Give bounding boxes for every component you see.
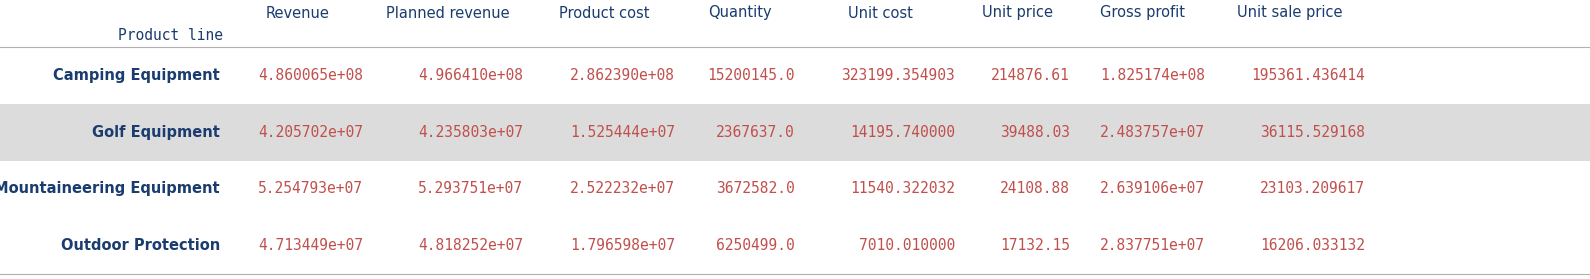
Text: 2.862390e+08: 2.862390e+08 <box>569 68 676 83</box>
Text: 2.483757e+07: 2.483757e+07 <box>1100 125 1205 140</box>
Text: 1.825174e+08: 1.825174e+08 <box>1100 68 1205 83</box>
Text: Mountaineering Equipment: Mountaineering Equipment <box>0 181 219 196</box>
Text: 4.235803e+07: 4.235803e+07 <box>418 125 523 140</box>
Text: 4.818252e+07: 4.818252e+07 <box>418 238 523 253</box>
Text: 17132.15: 17132.15 <box>1000 238 1070 253</box>
Text: 4.860065e+08: 4.860065e+08 <box>258 68 363 83</box>
Text: Golf Equipment: Golf Equipment <box>92 125 219 140</box>
Text: 5.254793e+07: 5.254793e+07 <box>258 181 363 196</box>
Text: Camping Equipment: Camping Equipment <box>52 68 219 83</box>
Text: 15200145.0: 15200145.0 <box>708 68 795 83</box>
Text: 1.796598e+07: 1.796598e+07 <box>569 238 676 253</box>
Text: 195361.436414: 195361.436414 <box>1251 68 1364 83</box>
Text: 5.293751e+07: 5.293751e+07 <box>418 181 523 196</box>
Text: Product cost: Product cost <box>558 6 649 20</box>
Text: 1.525444e+07: 1.525444e+07 <box>569 125 676 140</box>
Text: Unit price: Unit price <box>983 6 1053 20</box>
Text: 3672582.0: 3672582.0 <box>716 181 795 196</box>
Bar <box>0 104 1590 160</box>
Text: 4.966410e+08: 4.966410e+08 <box>418 68 523 83</box>
Text: Unit sale price: Unit sale price <box>1237 6 1342 20</box>
Text: 23103.209617: 23103.209617 <box>1259 181 1364 196</box>
Text: 2.837751e+07: 2.837751e+07 <box>1100 238 1205 253</box>
Text: 24108.88: 24108.88 <box>1000 181 1070 196</box>
Text: Outdoor Protection: Outdoor Protection <box>60 238 219 253</box>
Text: Revenue: Revenue <box>266 6 331 20</box>
Text: 14195.740000: 14195.740000 <box>851 125 956 140</box>
Text: 2.522232e+07: 2.522232e+07 <box>569 181 676 196</box>
Text: 4.713449e+07: 4.713449e+07 <box>258 238 363 253</box>
Text: 2.639106e+07: 2.639106e+07 <box>1100 181 1205 196</box>
Text: 39488.03: 39488.03 <box>1000 125 1070 140</box>
Text: Product line: Product line <box>118 28 223 42</box>
Text: 323199.354903: 323199.354903 <box>841 68 956 83</box>
Text: Gross profit: Gross profit <box>1100 6 1185 20</box>
Text: Planned revenue: Planned revenue <box>386 6 510 20</box>
Text: 214876.61: 214876.61 <box>991 68 1070 83</box>
Text: 7010.010000: 7010.010000 <box>859 238 956 253</box>
Text: 6250499.0: 6250499.0 <box>716 238 795 253</box>
Text: 36115.529168: 36115.529168 <box>1259 125 1364 140</box>
Text: 11540.322032: 11540.322032 <box>851 181 956 196</box>
Text: 2367637.0: 2367637.0 <box>716 125 795 140</box>
Text: 16206.033132: 16206.033132 <box>1259 238 1364 253</box>
Text: Unit cost: Unit cost <box>847 6 913 20</box>
Text: 4.205702e+07: 4.205702e+07 <box>258 125 363 140</box>
Text: Quantity: Quantity <box>708 6 771 20</box>
